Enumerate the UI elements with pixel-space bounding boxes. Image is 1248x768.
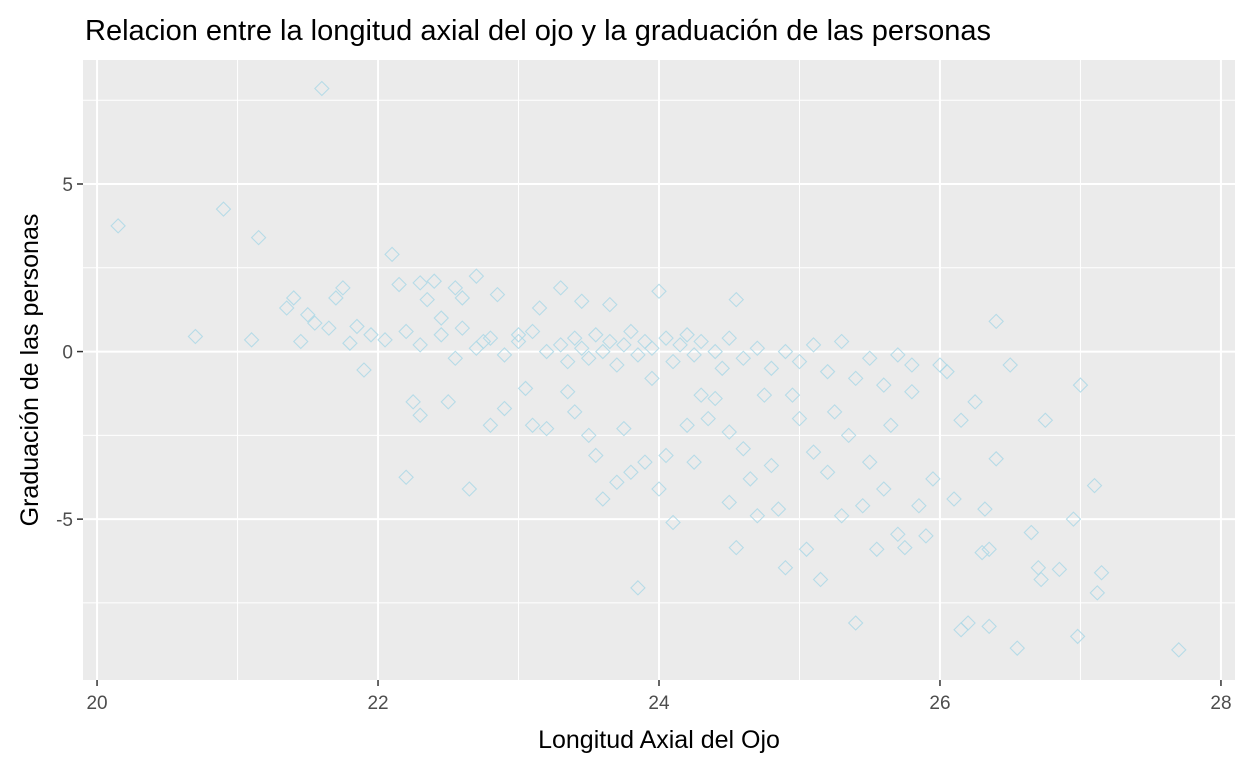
x-tick-label: 20 [86, 693, 107, 714]
x-axis: 20 22 24 26 28 [86, 680, 1231, 714]
x-axis-label: Longitud Axial del Ojo [538, 726, 780, 754]
y-tick-label: 0 [62, 343, 73, 364]
x-tick-label: 26 [929, 693, 950, 714]
x-tick-label: 24 [648, 693, 670, 714]
y-tick-label: -5 [56, 510, 73, 531]
y-axis: -5 0 5 [56, 175, 83, 531]
y-tick-label: 5 [62, 175, 73, 196]
x-tick-label: 28 [1210, 693, 1231, 714]
y-axis-label: Graduación de las personas [16, 214, 44, 527]
chart-title: Relacion entre la longitud axial del ojo… [85, 15, 991, 47]
x-tick-label: 22 [367, 693, 388, 714]
